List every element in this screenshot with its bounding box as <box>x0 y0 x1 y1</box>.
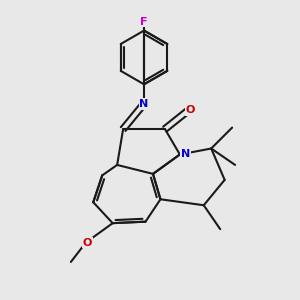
Text: N: N <box>181 149 190 160</box>
Text: F: F <box>140 16 148 27</box>
Text: O: O <box>186 105 195 115</box>
Text: N: N <box>140 99 149 109</box>
Text: O: O <box>82 238 92 248</box>
